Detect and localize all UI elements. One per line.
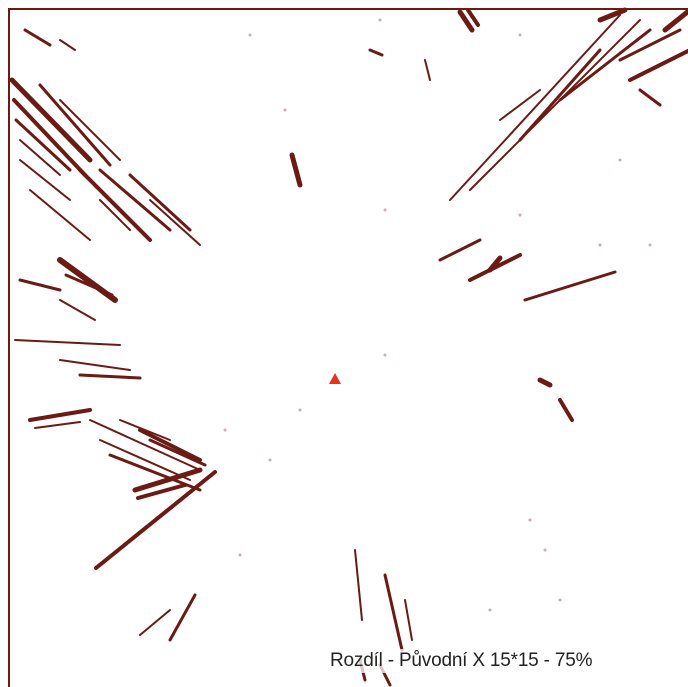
ray-streak <box>597 7 628 23</box>
ray-streak <box>128 173 192 232</box>
ray-streak <box>19 139 61 176</box>
ray-streak <box>558 398 574 422</box>
ray-streak <box>289 152 303 188</box>
ray-streak <box>38 83 112 167</box>
ray-streak <box>29 189 91 241</box>
ray-streak <box>139 609 171 636</box>
ray-streak <box>34 421 81 429</box>
ray-streak <box>18 278 62 292</box>
ray-streak <box>138 428 202 462</box>
ray-streak <box>94 470 217 570</box>
ray-streak <box>518 48 602 142</box>
map-caption: Rozdíl - Původní X 15*15 - 75% <box>330 649 593 673</box>
ray-streak <box>12 98 87 177</box>
ray-streak <box>638 88 662 107</box>
ray-streak <box>99 199 131 231</box>
ray-streak <box>9 77 93 163</box>
ray-streak <box>466 8 480 27</box>
ray-streak <box>149 199 201 246</box>
plot-frame <box>8 8 688 687</box>
ray-streak <box>354 549 363 621</box>
ray-streak <box>14 339 121 346</box>
ray-streak <box>469 19 641 191</box>
ray-streak <box>168 593 197 642</box>
ray-streak <box>119 419 171 441</box>
ray-streak <box>628 48 688 82</box>
ray-streak <box>438 238 482 262</box>
ray-streak <box>424 59 431 81</box>
ray-streak <box>449 14 621 201</box>
ray-streak <box>89 419 201 471</box>
ray-streak <box>23 28 52 47</box>
ray-streak <box>558 28 652 102</box>
ray-streak <box>78 168 152 242</box>
ray-streak <box>28 408 92 422</box>
ray-streak <box>99 439 191 481</box>
ray-streak <box>662 8 688 33</box>
ray-streak <box>59 99 121 161</box>
ray-streak <box>19 159 71 201</box>
ray-streak <box>148 438 207 467</box>
ray-streak <box>136 483 187 500</box>
ray-streak <box>499 89 541 121</box>
ray-streak <box>404 599 413 641</box>
ray-streak <box>59 299 96 321</box>
ray-streak <box>618 28 682 62</box>
speckle-noise <box>223 18 652 612</box>
ray-streak <box>78 373 142 380</box>
ray-streak <box>368 48 384 57</box>
ray-streak <box>457 9 475 33</box>
triangle-icon <box>329 373 341 384</box>
ray-streak <box>59 39 76 51</box>
ray-streak <box>98 168 172 232</box>
ray-streak <box>487 255 503 273</box>
ray-streak <box>383 573 404 652</box>
ray-pattern <box>9 7 688 687</box>
ray-streak <box>537 377 553 388</box>
ray-streak <box>132 467 203 493</box>
ray-streak <box>64 273 114 297</box>
ray-streak <box>523 270 617 302</box>
ray-streak <box>59 359 131 371</box>
ray-streak <box>14 118 72 172</box>
